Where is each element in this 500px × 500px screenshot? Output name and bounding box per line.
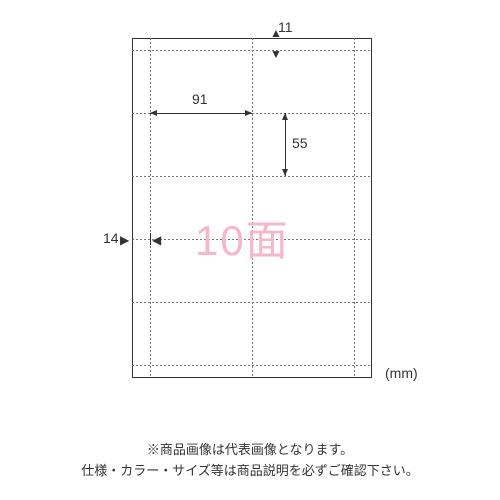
dim-height: 55 — [292, 136, 308, 150]
tick-side-2 — [150, 233, 151, 245]
grid-v-left — [150, 38, 151, 378]
faces-label: 10面 — [195, 220, 290, 262]
note-lines: ※商品画像は代表画像となります。 仕様・カラー・サイズ等は商品説明を必ずご確認下… — [0, 440, 500, 482]
unit-label: (mm) — [385, 365, 418, 381]
grid-v-right — [354, 38, 355, 378]
grid-h-2 — [132, 176, 372, 177]
arrow-dn-top: ▼ — [270, 48, 282, 60]
arrow-r-side: ◀ — [152, 234, 161, 246]
dim-line-height — [285, 113, 286, 176]
grid-h-top — [132, 50, 372, 51]
note-line-1: ※商品画像は代表画像となります。 — [0, 440, 500, 461]
tick-side-1 — [132, 233, 133, 245]
dim-side-margin: 14 — [103, 231, 119, 245]
note-line-2: 仕様・カラー・サイズ等は商品説明を必ずご確認下さい。 — [0, 461, 500, 482]
dim-width: 91 — [192, 92, 208, 106]
dim-line-width — [150, 113, 252, 114]
grid-v-mid — [252, 38, 253, 378]
grid-h-bot — [132, 365, 372, 366]
grid-h-4 — [132, 302, 372, 303]
arrow-up-top: ▲ — [270, 27, 282, 39]
arrow-l-side: ▶ — [120, 234, 129, 246]
diagram-stage: 11 ▲ ▼ 91 55 14 ▶ ◀ 10面 (mm) ※商品画像は代表画像と… — [0, 0, 500, 500]
